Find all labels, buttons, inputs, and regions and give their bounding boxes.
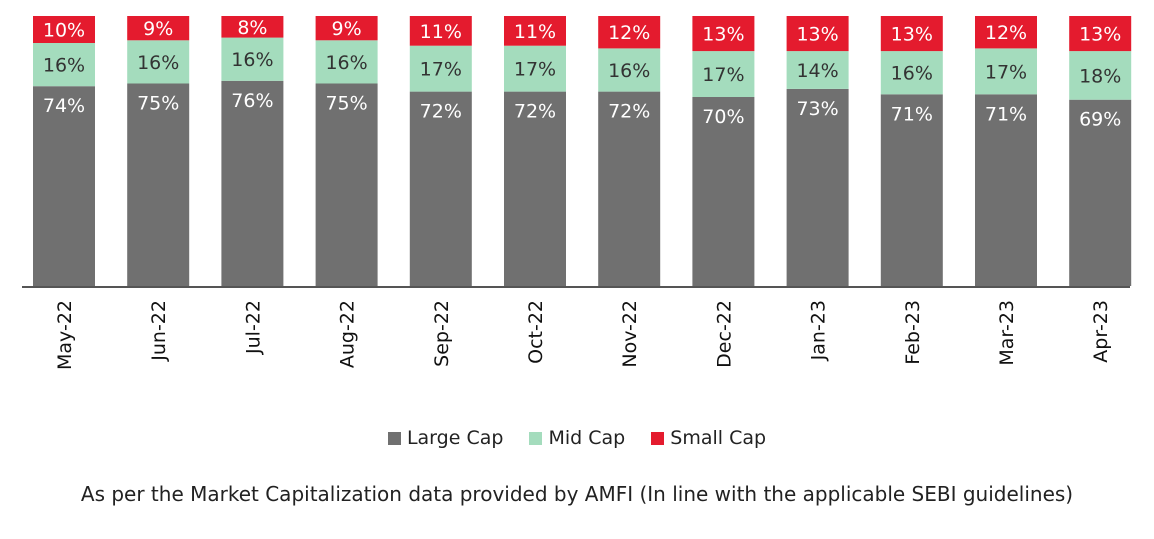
bar-small-cap-oct-22 [504,16,566,46]
data-label-small-cap-feb-23: 13% [891,24,933,46]
bar-large-cap-nov-22 [598,91,661,286]
data-label-mid-cap-apr-23: 18% [1079,65,1121,87]
x-tick-label: Aug-22 [337,300,359,368]
bar-mid-cap-jul-22 [221,37,284,81]
data-label-large-cap-dec-22: 70% [702,106,744,128]
data-label-large-cap-jan-23: 73% [796,98,838,120]
bar-mid-cap-may-22 [33,43,95,87]
bar-small-cap-jun-22 [127,16,190,41]
data-label-mid-cap-may-22: 16% [43,55,85,77]
data-label-mid-cap-mar-23: 17% [985,61,1027,83]
x-tick-label: Sep-22 [431,300,453,367]
bar-mid-cap-oct-22 [504,45,566,92]
x-tick-label: Mar-23 [996,300,1018,366]
bar-large-cap-oct-22 [504,91,566,286]
data-label-small-cap-jan-23: 13% [796,24,838,46]
bar-small-cap-may-22 [33,16,95,43]
bar-small-cap-apr-23 [1069,16,1132,52]
bar-small-cap-nov-22 [598,16,661,49]
data-label-mid-cap-jul-22: 16% [231,49,273,71]
data-label-large-cap-apr-23: 69% [1079,109,1121,131]
data-label-large-cap-nov-22: 72% [608,101,650,123]
bar-mid-cap-jun-22 [127,40,190,84]
legend-label-small-cap: Small Cap [670,427,767,449]
bar-large-cap-jan-23 [786,88,849,287]
bar-large-cap-apr-23 [1069,99,1132,286]
data-label-small-cap-oct-22: 11% [514,21,556,43]
data-label-large-cap-may-22: 74% [43,95,85,117]
legend-swatch-small-cap [651,431,665,445]
bar-mid-cap-mar-23 [975,48,1037,95]
bar-mid-cap-feb-23 [880,51,943,95]
bar-small-cap-sep-22 [409,16,472,46]
bar-small-cap-jan-23 [786,16,849,52]
bar-small-cap-dec-22 [692,16,755,52]
x-tick-label: Jan-23 [808,300,830,361]
bar-large-cap-feb-23 [880,94,943,286]
data-label-small-cap-apr-23: 13% [1079,24,1121,46]
x-tick-label: Jun-22 [148,300,170,362]
data-label-large-cap-aug-22: 75% [325,93,367,115]
bar-mid-cap-sep-22 [409,45,472,92]
x-tick-label: Jul-22 [242,300,264,355]
bar-mid-cap-dec-22 [692,51,755,97]
bar-large-cap-dec-22 [692,97,755,286]
bar-small-cap-aug-22 [315,16,378,41]
legend-label-mid-cap: Mid Cap [548,427,626,449]
bar-large-cap-aug-22 [315,83,378,286]
x-tick-label: Apr-23 [1090,300,1112,363]
data-label-large-cap-oct-22: 72% [514,101,556,123]
bar-small-cap-jul-22 [221,16,284,38]
bar-mid-cap-jan-23 [786,51,849,89]
data-label-mid-cap-jun-22: 16% [137,52,179,74]
data-label-mid-cap-dec-22: 17% [702,64,744,86]
legend-swatch-mid-cap [529,431,543,445]
bar-mid-cap-nov-22 [598,48,661,92]
stacked-bar-chart: 74% 16% 10% May-22 75% 16% 9% Jun-22 76% 16% 8% Jul… [22,16,1132,370]
footnote: As per the Market Capitalization data pr… [80,482,1074,506]
data-label-mid-cap-oct-22: 17% [514,59,556,81]
x-tick-label: Feb-23 [902,300,924,365]
bar-large-cap-sep-22 [409,91,472,286]
data-label-small-cap-may-22: 10% [43,20,85,42]
data-label-small-cap-nov-22: 12% [608,22,650,44]
data-label-large-cap-feb-23: 71% [891,103,933,125]
bar-mid-cap-aug-22 [315,40,378,84]
data-label-large-cap-mar-23: 71% [985,103,1027,125]
x-tick-label: May-22 [54,300,76,370]
data-label-mid-cap-feb-23: 16% [891,63,933,85]
legend-item-large-cap: Large Cap [387,427,504,449]
x-tick-label: Dec-22 [713,300,735,368]
data-label-small-cap-mar-23: 12% [985,22,1027,44]
data-label-mid-cap-jan-23: 14% [796,60,838,82]
bar-small-cap-feb-23 [880,16,943,52]
data-label-large-cap-jul-22: 76% [231,90,273,112]
legend-label-large-cap: Large Cap [406,427,504,449]
data-label-mid-cap-sep-22: 17% [420,59,462,81]
bar-large-cap-may-22 [33,86,95,286]
bar-large-cap-jun-22 [127,83,190,286]
bar-mid-cap-apr-23 [1069,51,1132,100]
legend: Large Cap Mid Cap Small Cap [0,427,1154,450]
data-label-small-cap-aug-22: 9% [332,18,362,40]
data-label-small-cap-jul-22: 8% [237,17,267,39]
data-label-large-cap-sep-22: 72% [420,101,462,123]
data-label-large-cap-jun-22: 75% [137,93,179,115]
bar-large-cap-jul-22 [221,80,284,286]
data-label-small-cap-sep-22: 11% [420,21,462,43]
legend-item-mid-cap: Mid Cap [529,427,625,449]
bar-large-cap-mar-23 [975,94,1037,286]
data-label-mid-cap-aug-22: 16% [325,52,367,74]
bar-small-cap-mar-23 [975,16,1037,49]
legend-swatch-large-cap [387,431,401,445]
x-tick-label: Nov-22 [619,300,641,368]
data-label-mid-cap-nov-22: 16% [608,60,650,82]
data-label-small-cap-jun-22: 9% [143,18,173,40]
data-label-small-cap-dec-22: 13% [702,24,744,46]
x-tick-label: Oct-22 [525,300,547,364]
legend-item-small-cap: Small Cap [651,427,766,449]
